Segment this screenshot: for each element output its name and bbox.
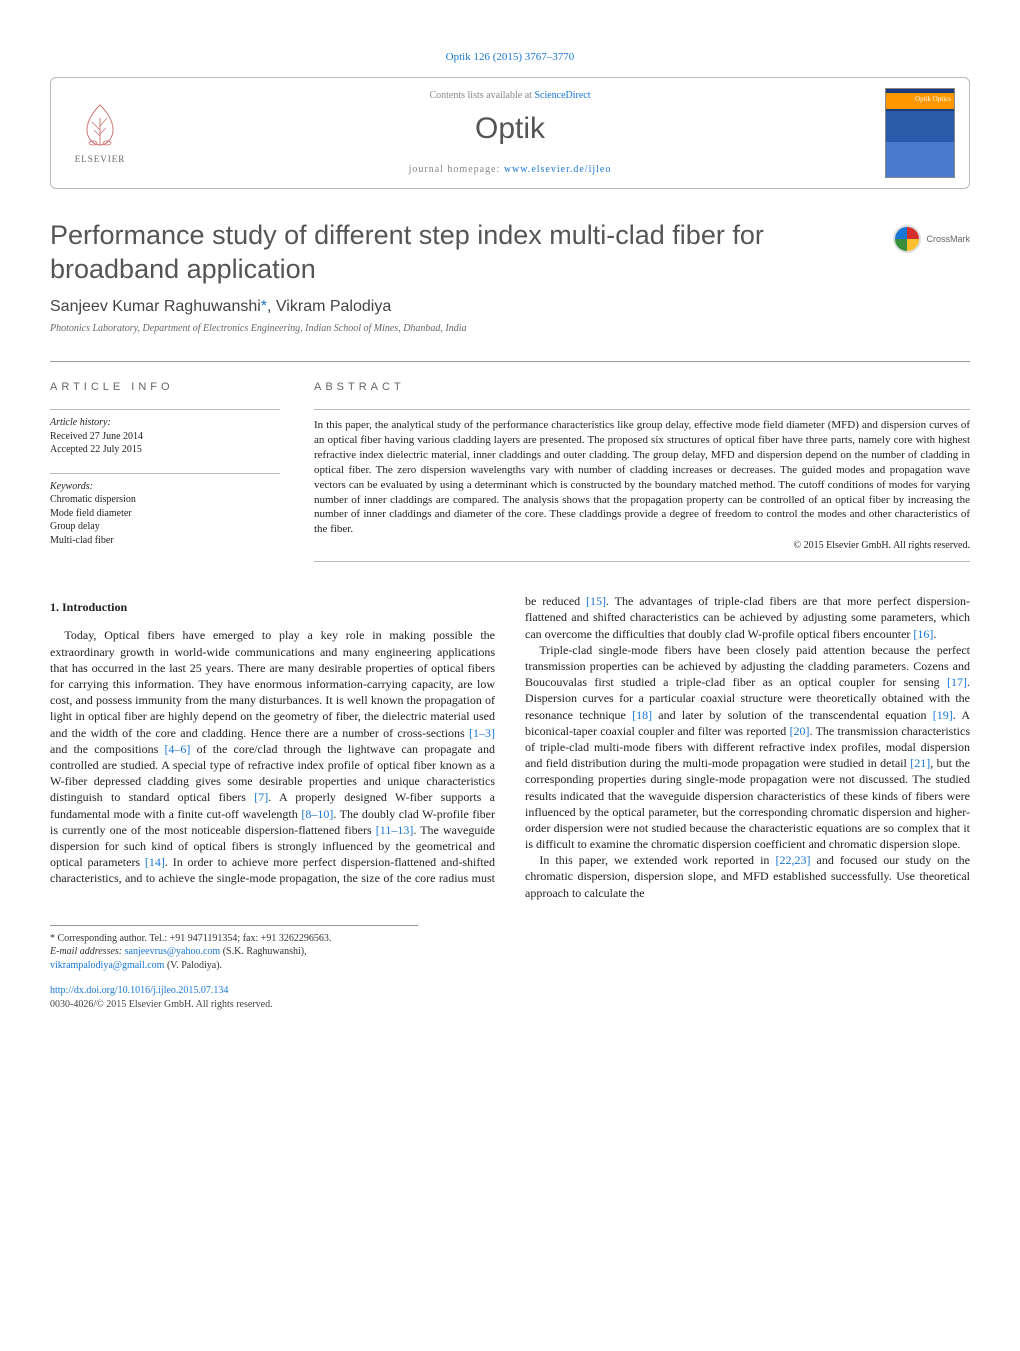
footnote-separator: [50, 925, 418, 926]
journal-cover-thumb: Optik Optics: [885, 88, 955, 178]
email-attribution: (V. Palodiya).: [164, 960, 222, 971]
crossmark-widget[interactable]: CrossMark: [893, 225, 970, 253]
email-link[interactable]: vikrampalodiya@gmail.com: [50, 960, 164, 971]
email-label: E-mail addresses:: [50, 946, 125, 957]
keyword: Multi-clad fiber: [50, 534, 280, 548]
received-date: Received 27 June 2014: [50, 430, 280, 444]
citation-link[interactable]: [22,23]: [775, 853, 810, 867]
citation-link[interactable]: [18]: [632, 708, 652, 722]
cover-band: Optik Optics: [886, 93, 954, 109]
paragraph: In this paper, we extended work reported…: [525, 852, 970, 901]
authors-line: Sanjeev Kumar Raghuwanshi*, Vikram Palod…: [50, 296, 970, 318]
section-1-heading: 1. Introduction: [50, 599, 495, 615]
citation-link[interactable]: [4–6]: [164, 742, 190, 756]
citation-link[interactable]: [16]: [913, 627, 933, 641]
publisher-logo: ELSEVIER: [65, 94, 135, 172]
journal-header: ELSEVIER Contents lists available at Sci…: [50, 77, 970, 189]
citation-link[interactable]: [8–10]: [301, 807, 333, 821]
article-body: 1. Introduction Today, Optical fibers ha…: [50, 593, 970, 901]
corresponding-author-note: * Corresponding author. Tel.: +91 947119…: [50, 932, 970, 946]
article-info-heading: article info: [50, 380, 280, 395]
footnotes: * Corresponding author. Tel.: +91 947119…: [50, 932, 970, 973]
citation-link[interactable]: [20]: [790, 724, 810, 738]
text-run: and the compositions: [50, 742, 164, 756]
citation-link[interactable]: [17]: [947, 675, 967, 689]
citation-link[interactable]: [11–13]: [376, 823, 414, 837]
issn-copyright: 0030-4026/© 2015 Elsevier GmbH. All righ…: [50, 998, 970, 1012]
contents-prefix: Contents lists available at: [429, 90, 534, 101]
keyword: Chromatic dispersion: [50, 493, 280, 507]
citation-link[interactable]: [21]: [910, 756, 930, 770]
author-2: Vikram Palodiya: [276, 298, 391, 315]
accepted-date: Accepted 22 July 2015: [50, 443, 280, 457]
email-attribution: (S.K. Raghuwanshi),: [220, 946, 306, 957]
abstract-block: abstract In this paper, the analytical s…: [314, 380, 970, 563]
citation-link[interactable]: [1–3]: [469, 726, 495, 740]
text-run: Triple-clad single-mode fibers have been…: [525, 643, 970, 689]
article-title: Performance study of different step inde…: [50, 219, 877, 287]
crossmark-label: CrossMark: [926, 233, 970, 245]
paragraph: Triple-clad single-mode fibers have been…: [525, 642, 970, 852]
abstract-heading: abstract: [314, 380, 970, 395]
contents-available: Contents lists available at ScienceDirec…: [149, 89, 871, 103]
citation-link[interactable]: [15]: [586, 594, 606, 608]
journal-reference: Optik 126 (2015) 3767–3770: [50, 50, 970, 65]
journal-name: Optik: [149, 109, 871, 150]
elsevier-tree-icon: [75, 100, 125, 150]
text-run: . In order to achieve more perfect dispe…: [165, 855, 495, 869]
email-link[interactable]: sanjeevrus@yahoo.com: [125, 946, 221, 957]
history-label: Article history:: [50, 416, 280, 430]
affiliation: Photonics Laboratory, Department of Elec…: [50, 322, 970, 336]
journal-ref-link[interactable]: Optik 126 (2015) 3767–3770: [446, 51, 575, 63]
text-run: and later by solution of the transcenden…: [652, 708, 933, 722]
text-run: , but the corresponding properties durin…: [525, 756, 970, 851]
author-1: Sanjeev Kumar Raghuwanshi: [50, 298, 261, 315]
citation-link[interactable]: [19]: [933, 708, 953, 722]
keyword: Mode field diameter: [50, 507, 280, 521]
abstract-text: In this paper, the analytical study of t…: [314, 419, 970, 535]
article-info-block: article info Article history: Received 2…: [50, 380, 280, 563]
publisher-name: ELSEVIER: [75, 153, 126, 165]
text-run: .: [933, 627, 936, 641]
keyword: Group delay: [50, 520, 280, 534]
text-run: Today, Optical fibers have emerged to pl…: [50, 628, 495, 739]
crossmark-icon: [893, 225, 921, 253]
sciencedirect-link[interactable]: ScienceDirect: [534, 90, 590, 101]
citation-link[interactable]: [14]: [145, 855, 165, 869]
citation-link[interactable]: [7]: [254, 790, 268, 804]
keywords-label: Keywords:: [50, 480, 280, 494]
journal-homepage-link[interactable]: www.elsevier.de/ijleo: [504, 164, 612, 175]
text-run: In this paper, we extended work reported…: [539, 853, 775, 867]
abstract-copyright: © 2015 Elsevier GmbH. All rights reserve…: [314, 539, 970, 553]
homepage-prefix: journal homepage:: [409, 164, 504, 175]
author-sep: ,: [267, 298, 276, 315]
doi-link[interactable]: http://dx.doi.org/10.1016/j.ijleo.2015.0…: [50, 985, 228, 996]
